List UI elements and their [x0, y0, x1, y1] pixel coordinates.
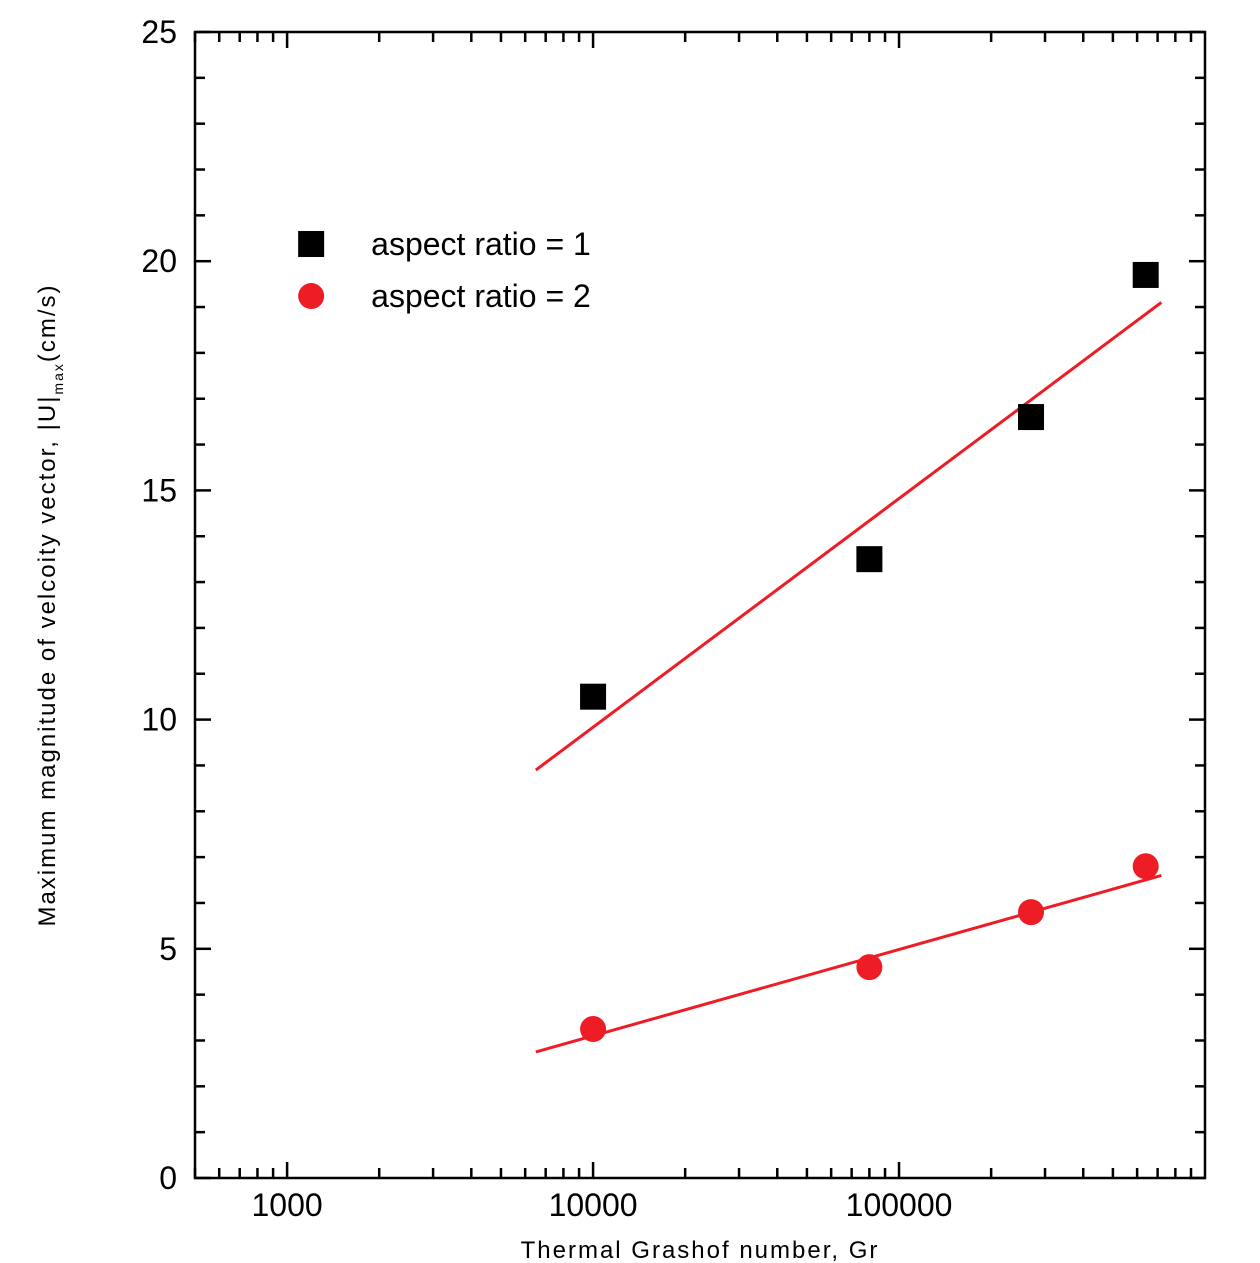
legend-swatch-aspect-ratio-2	[298, 283, 324, 309]
marker-aspect-ratio-2	[1018, 899, 1044, 925]
y-tick-label: 20	[141, 243, 177, 279]
marker-aspect-ratio-1	[1133, 262, 1159, 288]
fit-line-aspect-ratio-1	[536, 302, 1162, 770]
x-axis-label: Thermal Grashof number, Gr	[521, 1237, 880, 1263]
x-tick-label: 10000	[549, 1187, 638, 1223]
y-tick-label: 15	[141, 472, 177, 508]
marker-aspect-ratio-2	[1133, 853, 1159, 879]
y-axis-label: Maximum magnitude of velcoity vector, |U…	[34, 283, 66, 926]
marker-aspect-ratio-2	[580, 1016, 606, 1042]
legend-swatch-aspect-ratio-1	[298, 231, 324, 257]
legend-label-aspect-ratio-2: aspect ratio = 2	[371, 278, 591, 314]
y-tick-label: 5	[159, 931, 177, 967]
x-tick-label: 100000	[846, 1187, 953, 1223]
svg-text:Maximum magnitude of velcoity: Maximum magnitude of velcoity vector, |U…	[34, 283, 66, 926]
fit-line-aspect-ratio-2	[536, 875, 1162, 1051]
y-tick-label: 25	[141, 14, 177, 50]
velocity-vs-grashof-chart: 1000 10000 100000 0 5 10 15 20 25 aspect ratio = …	[0, 0, 1260, 1263]
marker-aspect-ratio-2	[856, 954, 882, 980]
marker-aspect-ratio-1	[1018, 404, 1044, 430]
legend-label-aspect-ratio-1: aspect ratio = 1	[371, 226, 591, 262]
y-tick-label: 10	[141, 702, 177, 738]
marker-aspect-ratio-1	[580, 684, 606, 710]
x-tick-label: 1000	[252, 1187, 323, 1223]
y-tick-label: 0	[159, 1160, 177, 1196]
marker-aspect-ratio-1	[856, 546, 882, 572]
